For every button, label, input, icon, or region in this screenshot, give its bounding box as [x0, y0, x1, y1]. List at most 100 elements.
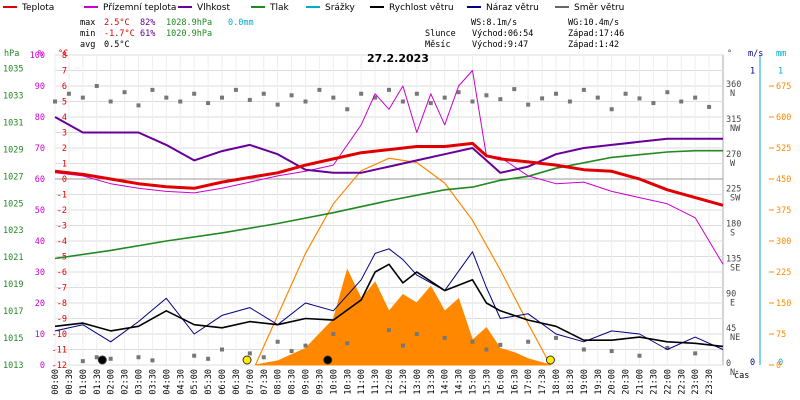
- unit-cas: čas: [734, 370, 749, 381]
- wind-dir-point-low: [289, 349, 294, 354]
- wind-dir-point: [540, 96, 545, 101]
- tick-label-time: 01:00: [79, 369, 89, 395]
- stat-max-label: max: [80, 18, 95, 28]
- legend: Teplota Přízemní teplota Vlhkost Tlak Sr…: [3, 3, 624, 13]
- tick-label-hpa: 1027: [3, 172, 23, 182]
- tick-label-time: 07:00: [246, 369, 256, 395]
- tick-label-c: -2: [57, 206, 67, 216]
- wind-dir-point: [498, 97, 503, 102]
- axes: 876543210-1-2-3-4-5-6-7-8-9-10-11-121009…: [3, 51, 791, 395]
- stat-moonset: Západ:1:42: [568, 40, 619, 50]
- tick-label-dir-name: E: [730, 298, 735, 308]
- tick-label-c: 1: [62, 160, 67, 170]
- tick-label-c: 0: [62, 175, 67, 185]
- tick-label-w: 375: [776, 206, 791, 216]
- wind-dir-point: [122, 90, 127, 95]
- tick-label-ms: 0: [750, 358, 755, 368]
- tick-label-hpa: 1019: [3, 280, 23, 290]
- wind-dir-point-low: [414, 332, 419, 336]
- wind-dir-point-low: [400, 343, 405, 348]
- wind-dir-point: [442, 95, 447, 100]
- tick-label-c: -4: [57, 237, 67, 247]
- unit-ms: m/s: [748, 49, 763, 59]
- wind-dir-point-low: [220, 347, 224, 352]
- stat-max-temp: 2.5°C: [104, 18, 130, 28]
- wind-dir-point: [359, 91, 364, 96]
- wind-dir-point: [512, 87, 517, 92]
- legend-label-smer-vetru: Směr větru: [574, 3, 624, 13]
- tick-label-time: 23:00: [691, 369, 701, 395]
- wind-dir-point-low: [554, 335, 558, 340]
- tick-label-time: 08:30: [288, 369, 298, 395]
- wind-dir-point-low: [498, 342, 503, 347]
- tick-label-c: 8: [62, 51, 67, 61]
- stat-min-label: min: [80, 29, 95, 39]
- wind-direction-points: [53, 84, 712, 364]
- wind-dir-point: [554, 91, 558, 96]
- tick-label-c: -6: [57, 268, 67, 278]
- tick-label-pct: 20: [35, 299, 45, 309]
- wind-dir-point: [289, 93, 294, 98]
- stat-max-rain: 0.0mm: [228, 18, 254, 28]
- tick-label-pct: 80: [35, 113, 45, 123]
- unit-c: °C: [58, 49, 68, 59]
- stat-moonrise: Východ:9:47: [472, 40, 528, 50]
- wind-dir-point: [470, 99, 475, 104]
- wind-dir-point: [94, 84, 99, 88]
- wind-dir-point-low: [192, 353, 197, 358]
- wind-dir-point: [707, 104, 712, 109]
- tick-label-hpa: 1013: [3, 361, 23, 371]
- wind-dir-point-low: [693, 351, 698, 356]
- tick-label-time: 03:30: [148, 369, 158, 395]
- tick-label-w: 525: [776, 144, 791, 154]
- tick-label-hpa: 1017: [3, 307, 23, 317]
- tick-label-time: 10:30: [343, 369, 353, 395]
- wind-dir-point: [414, 91, 419, 96]
- wind-dir-point: [400, 99, 405, 104]
- legend-label-srazky: Srážky: [325, 3, 356, 13]
- tick-label-dir: 90: [726, 289, 736, 299]
- tick-label-mm: 1: [778, 67, 783, 77]
- wind-dir-point-low: [275, 339, 280, 344]
- tick-label-time: 09:00: [302, 369, 312, 395]
- legend-label-naraz-vetru: Náraz větru: [486, 3, 539, 13]
- series-line-3: [54, 149, 723, 260]
- tick-label-hpa: 1021: [3, 253, 23, 263]
- tick-label-time: 05:00: [190, 369, 200, 395]
- wind-dir-point-low: [637, 353, 642, 358]
- stat-min-press: 1020.9hPa: [166, 29, 212, 39]
- tick-label-pct: 30: [35, 268, 45, 278]
- series-line-4: [54, 263, 724, 348]
- tick-label-pct: 70: [35, 144, 45, 154]
- tick-label-time: 20:30: [622, 369, 632, 395]
- tick-label-c: 2: [62, 144, 67, 154]
- stat-avg-label: avg: [80, 40, 95, 50]
- tick-label-time: 23:30: [705, 369, 715, 395]
- tick-label-time: 12:00: [385, 369, 395, 395]
- tick-label-time: 16:00: [496, 369, 506, 395]
- wind-dir-point-low: [387, 328, 391, 333]
- tick-label-time: 18:00: [552, 369, 562, 395]
- stat-max-press: 1028.9hPa: [166, 18, 212, 28]
- wind-dir-point: [206, 101, 211, 106]
- series-line-0: [54, 141, 724, 207]
- wind-dir-point-low: [108, 356, 113, 361]
- tick-label-w: 75: [776, 330, 786, 340]
- tick-label-time: 12:30: [399, 369, 409, 395]
- wind-dir-point-low: [206, 356, 211, 361]
- wind-dir-point: [526, 102, 531, 107]
- sun-moon-markers: [97, 355, 555, 365]
- wind-dir-point-low: [80, 359, 85, 364]
- series-line-2: [54, 116, 723, 174]
- tick-label-pct: 60: [35, 175, 45, 185]
- wind-dir-point: [679, 99, 684, 104]
- wind-dir-point: [693, 95, 698, 100]
- tick-label-dir: 270: [726, 150, 741, 160]
- wind-dir-point: [456, 90, 461, 95]
- tick-label-mm: 0: [778, 358, 783, 368]
- tick-label-pct: 40: [35, 237, 45, 247]
- wind-dir-point-low: [94, 355, 99, 360]
- tick-label-time: 19:00: [580, 369, 590, 395]
- tick-label-dir: 45: [726, 324, 736, 334]
- tick-label-time: 18:30: [566, 369, 576, 395]
